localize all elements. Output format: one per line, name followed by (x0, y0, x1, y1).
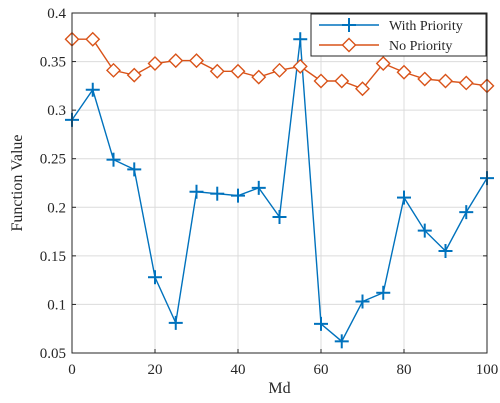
data-point (209, 63, 225, 79)
axes-box (71, 12, 488, 354)
data-point (355, 81, 370, 97)
data-point (376, 285, 391, 300)
data-point (334, 73, 350, 89)
data-point (189, 184, 204, 199)
y-tick-label: 0.1 (47, 297, 66, 313)
data-point (127, 162, 142, 177)
data-point (459, 205, 474, 220)
data-point (168, 315, 183, 330)
data-point (292, 58, 308, 74)
data-point (417, 223, 432, 238)
legend-marker (342, 18, 356, 32)
legend: With Priority No Priority (310, 13, 487, 57)
x-tick-label: 100 (476, 362, 499, 378)
data-point (355, 294, 370, 309)
data-point (375, 56, 391, 72)
series-layer (64, 31, 495, 349)
data-point (85, 31, 101, 47)
tick-labels: 0 20 40 60 80 100 0.05 0.1 0.15 0.2 0.25 0.3 0.35 0.4 (40, 6, 499, 378)
x-tick-label: 40 (231, 362, 246, 378)
y-tick-label: 0.15 (40, 249, 66, 265)
legend-entry: With Priority (319, 18, 463, 34)
data-point (272, 62, 287, 78)
legend-label: No Priority (389, 39, 452, 54)
data-point (147, 56, 163, 72)
y-tick-label: 0.25 (40, 152, 66, 168)
y-tick-label: 0.05 (40, 346, 66, 362)
x-tick-label: 80 (397, 362, 412, 378)
data-point (313, 73, 329, 89)
data-point (106, 152, 121, 167)
series-with-priority (65, 32, 494, 349)
y-tick-label: 0.35 (40, 55, 66, 71)
y-tick-label: 0.2 (47, 200, 66, 216)
y-tick-label: 0.4 (47, 6, 66, 22)
data-point (230, 63, 246, 79)
data-point (293, 32, 308, 47)
data-point (126, 67, 142, 83)
x-axis-title: Md (268, 380, 290, 397)
y-tick-label: 0.3 (47, 103, 66, 119)
legend-marker (341, 37, 357, 53)
data-point (168, 53, 184, 69)
legend-box (310, 13, 487, 57)
data-point (189, 53, 204, 69)
data-point (272, 210, 287, 224)
axes (71, 12, 488, 354)
legend-label: With Priority (389, 19, 463, 34)
series-no-priority (64, 31, 495, 97)
data-point (314, 316, 328, 331)
data-point (106, 62, 121, 78)
data-point (397, 190, 411, 205)
data-point (417, 71, 433, 87)
data-point (85, 82, 100, 97)
data-point (251, 69, 267, 85)
legend-entry: No Priority (319, 37, 452, 54)
x-tick-label: 20 (148, 362, 163, 378)
data-point (438, 244, 453, 258)
data-point (148, 270, 162, 285)
data-point (438, 73, 453, 89)
data-point (458, 75, 474, 91)
data-point (396, 64, 412, 80)
x-tick-label: 0 (68, 362, 76, 378)
data-point (251, 180, 266, 195)
x-tick-label: 60 (314, 362, 329, 378)
data-point (210, 186, 225, 201)
data-point (334, 334, 349, 349)
y-axis-title: Function Value (9, 134, 26, 231)
data-point (231, 188, 245, 203)
